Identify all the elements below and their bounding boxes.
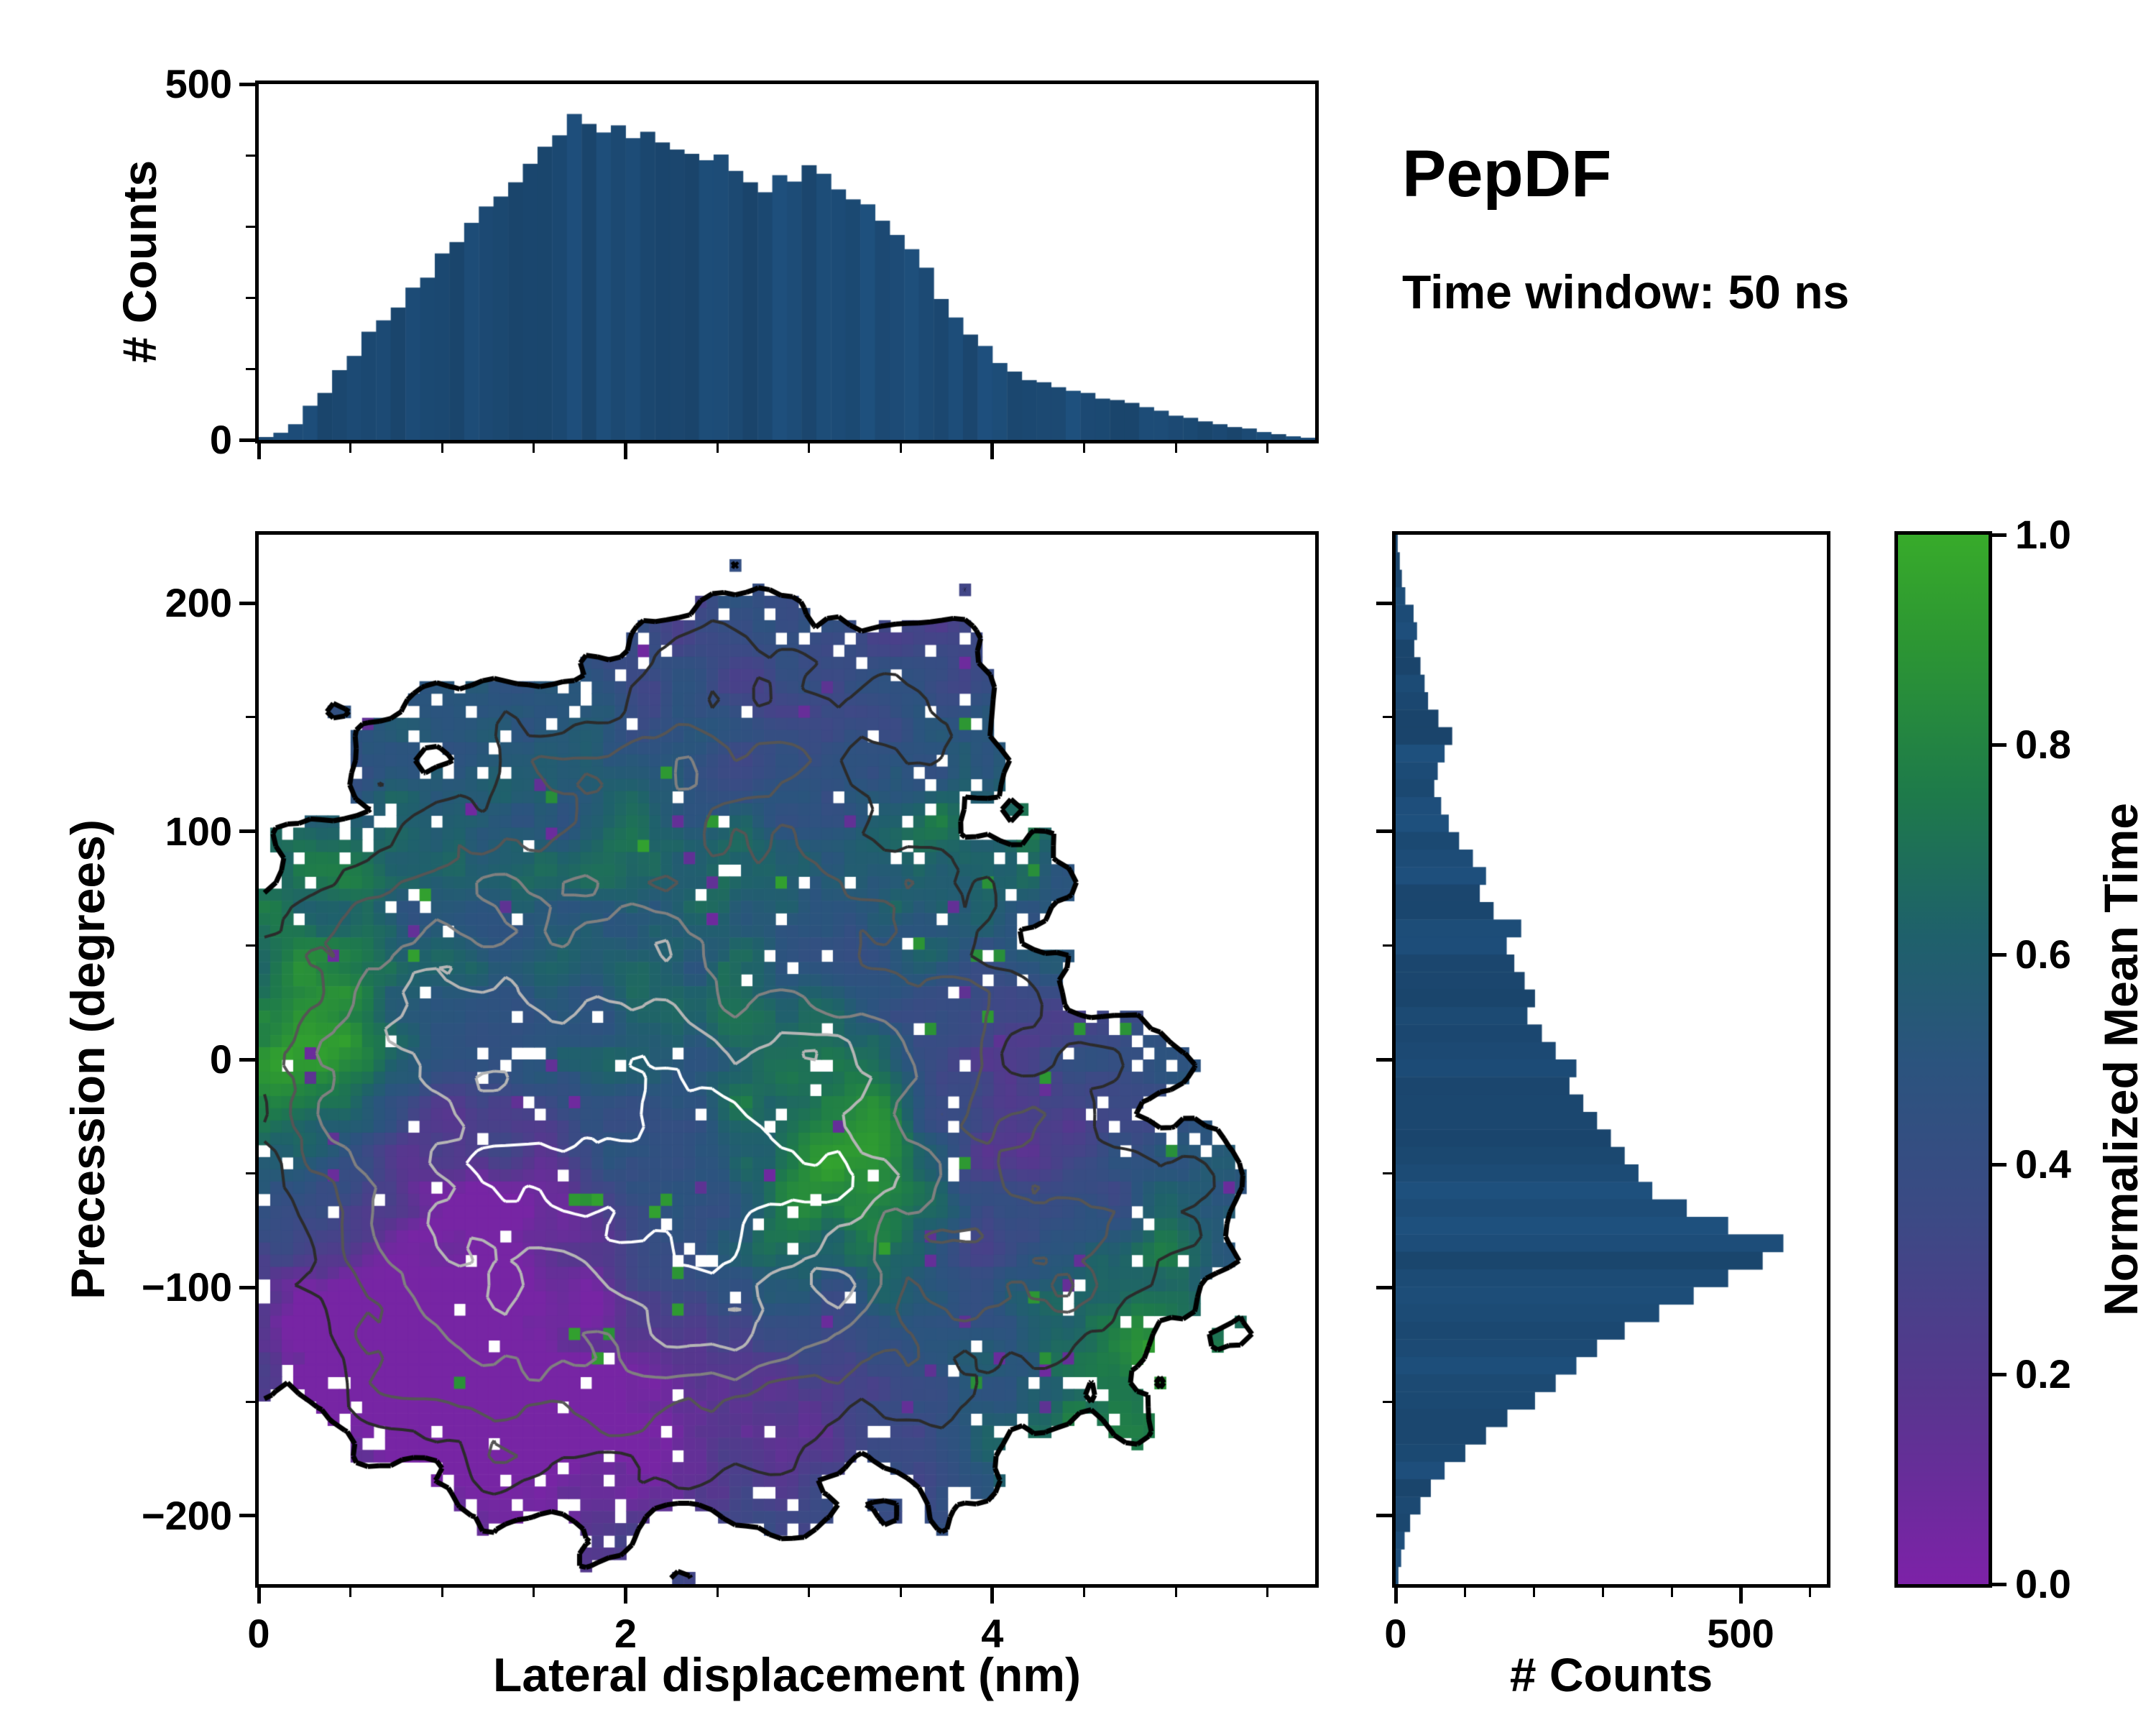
main-xlabel: Lateral displacement (nm) (493, 1648, 1081, 1701)
tick-label: 0.0 (2015, 1561, 2071, 1606)
tick-mark (716, 1588, 719, 1597)
tick-label: 500 (1707, 1611, 1774, 1656)
heatmap-canvas (259, 535, 1315, 1584)
tick-mark (716, 443, 719, 453)
tick-mark (1601, 1588, 1604, 1597)
tick-label: 2 (614, 1611, 637, 1656)
tick-label: 0 (209, 1036, 232, 1082)
tick-label: −100 (141, 1264, 232, 1310)
tick-mark (1383, 1400, 1392, 1403)
tick-label: 0.4 (2015, 1141, 2071, 1187)
tick-mark (899, 443, 902, 453)
tick-mark (1670, 1588, 1673, 1597)
right-histogram-axes (1392, 531, 1830, 1588)
tick-mark (1376, 1057, 1392, 1062)
colorbar-axes (1894, 531, 1992, 1588)
tick-mark (1992, 742, 2007, 747)
tick-mark (239, 1285, 255, 1289)
tick-mark (239, 1057, 255, 1062)
tick-mark (246, 1400, 255, 1403)
tick-mark (1992, 952, 2007, 957)
tick-mark (349, 443, 352, 453)
tick-mark (1266, 443, 1269, 453)
tick-mark (1393, 1588, 1398, 1604)
tick-mark (990, 443, 995, 459)
tick-mark (533, 443, 535, 453)
plot-title: PepDF (1402, 137, 1612, 211)
tick-mark (1383, 944, 1392, 947)
tick-mark (1992, 1162, 2007, 1167)
tick-mark (441, 1588, 443, 1597)
tick-mark (1383, 716, 1392, 719)
tick-label: 500 (165, 61, 232, 106)
tick-mark (246, 154, 255, 157)
tick-mark (808, 1588, 811, 1597)
tick-mark (257, 1588, 261, 1604)
tick-mark (1376, 1514, 1392, 1518)
tick-mark (1532, 1588, 1535, 1597)
tick-mark (349, 1588, 352, 1597)
tick-mark (239, 1514, 255, 1518)
tick-mark (899, 1588, 902, 1597)
tick-label: 0 (1384, 1611, 1407, 1656)
tick-mark (623, 443, 627, 459)
tick-label: 0.6 (2015, 932, 2071, 977)
tick-mark (1266, 1588, 1269, 1597)
top-histogram-axes (255, 80, 1319, 443)
tick-mark (1992, 533, 2007, 537)
right-histogram-canvas (1396, 535, 1827, 1584)
tick-mark (239, 829, 255, 834)
tick-mark (246, 944, 255, 947)
tick-label: 0 (247, 1611, 270, 1656)
tick-label: 100 (165, 808, 232, 854)
tick-mark (246, 225, 255, 228)
tick-mark (1376, 1285, 1392, 1289)
tick-mark (1376, 829, 1392, 834)
tick-mark (1808, 1588, 1811, 1597)
tick-mark (257, 443, 261, 459)
tick-mark (1738, 1588, 1743, 1604)
top-histogram-canvas (259, 84, 1315, 440)
tick-mark (239, 82, 255, 86)
tick-mark (441, 443, 443, 453)
tick-mark (623, 1588, 627, 1604)
tick-mark (1992, 1582, 2007, 1586)
top-hist-ylabel: # Counts (113, 160, 166, 364)
tick-mark (1082, 443, 1085, 453)
colorbar-label: Normalized Mean Time (2094, 803, 2147, 1316)
tick-mark (1376, 601, 1392, 605)
tick-mark (246, 296, 255, 299)
tick-label: 0 (209, 417, 232, 462)
tick-mark (246, 716, 255, 719)
tick-mark (246, 1172, 255, 1175)
right-hist-xlabel: # Counts (1509, 1648, 1713, 1701)
tick-label: 0.8 (2015, 722, 2071, 767)
tick-label: 1.0 (2015, 512, 2071, 557)
tick-mark (1174, 1588, 1177, 1597)
tick-mark (246, 367, 255, 370)
tick-mark (239, 601, 255, 605)
tick-mark (1463, 1588, 1466, 1597)
tick-mark (533, 1588, 535, 1597)
tick-label: −200 (141, 1492, 232, 1538)
tick-label: 200 (165, 580, 232, 626)
tick-mark (1174, 443, 1177, 453)
heatmap-axes (255, 531, 1319, 1588)
tick-mark (1082, 1588, 1085, 1597)
tick-mark (1383, 1172, 1392, 1175)
time-window-annotation: Time window: 50 ns (1402, 265, 1850, 318)
tick-mark (808, 443, 811, 453)
tick-label: 4 (981, 1611, 1004, 1656)
colorbar-canvas (1898, 535, 1989, 1584)
tick-mark (990, 1588, 995, 1604)
tick-mark (1992, 1372, 2007, 1376)
tick-label: 0.2 (2015, 1351, 2071, 1397)
tick-mark (239, 438, 255, 442)
